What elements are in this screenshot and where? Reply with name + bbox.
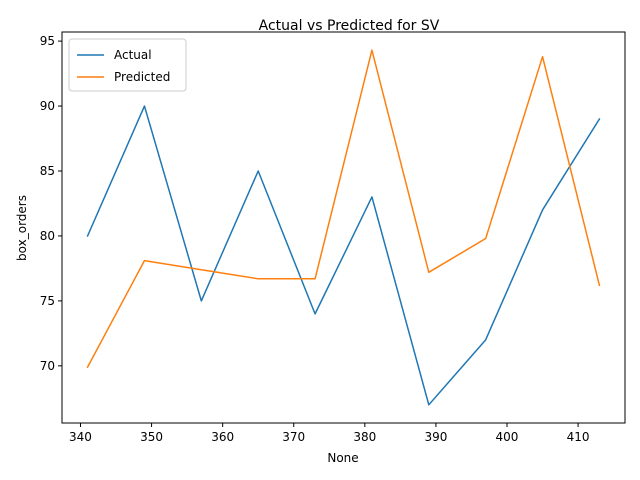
y-axis-label: box_orders [15, 195, 29, 261]
legend-label-predicted: Predicted [114, 70, 170, 84]
y-tick-label: 80 [40, 229, 55, 243]
y-tick-label: 95 [40, 34, 55, 48]
x-tick-label: 410 [567, 430, 590, 444]
y-tick-label: 75 [40, 294, 55, 308]
y-tick-label: 70 [40, 359, 55, 373]
legend-label-actual: Actual [114, 48, 152, 62]
x-tick-label: 390 [424, 430, 447, 444]
y-tick-label: 85 [40, 164, 55, 178]
series-line-actual [86, 105, 601, 406]
y-axis-ticks: 70 75 80 85 90 95 [40, 34, 62, 373]
legend: Actual Predicted [68, 38, 187, 92]
y-tick-label: 90 [40, 99, 55, 113]
x-tick-label: 370 [282, 430, 305, 444]
x-axis-ticks: 340 350 360 370 380 390 400 410 [69, 423, 590, 444]
series-lines [86, 49, 601, 406]
x-axis-label: None [327, 451, 358, 465]
x-tick-label: 360 [211, 430, 234, 444]
series-line-predicted [86, 49, 601, 369]
plot-frame [61, 31, 626, 424]
x-tick-label: 400 [496, 430, 519, 444]
x-tick-label: 350 [140, 430, 163, 444]
x-tick-label: 380 [353, 430, 376, 444]
x-tick-label: 340 [69, 430, 92, 444]
chart-title: Actual vs Predicted for SV [259, 18, 440, 34]
legend-box [68, 38, 187, 92]
